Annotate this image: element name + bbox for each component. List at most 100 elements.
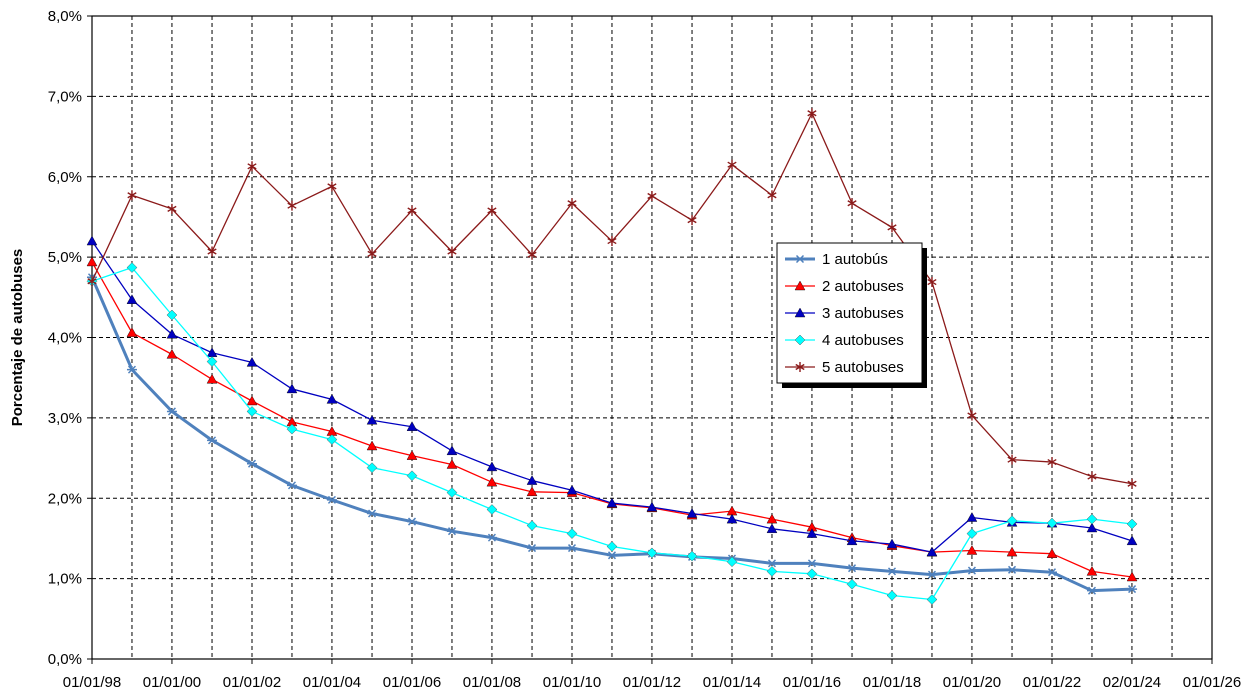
data-point — [246, 357, 258, 367]
data-point — [886, 590, 898, 601]
data-point — [846, 578, 858, 590]
data-point — [1126, 571, 1138, 582]
data-point — [1007, 565, 1018, 574]
data-point — [326, 393, 338, 404]
legend-item: 5 autobuses — [785, 359, 904, 376]
data-point — [1006, 546, 1018, 557]
data-point — [886, 538, 898, 549]
data-point — [926, 546, 938, 557]
data-point — [1086, 565, 1098, 576]
x-tick-label: 02/01/24 — [1103, 674, 1161, 691]
data-point — [606, 551, 617, 560]
data-point — [847, 564, 858, 573]
data-point — [366, 440, 378, 451]
data-point — [206, 347, 218, 357]
data-point — [846, 535, 858, 546]
data-point — [86, 235, 98, 246]
legend-marker — [794, 307, 806, 318]
data-point — [326, 495, 337, 504]
legend-item: 1 autobús — [785, 251, 888, 268]
data-point — [246, 395, 258, 406]
data-point — [247, 161, 257, 172]
legend-label: 1 autobús — [822, 251, 888, 268]
legend: 1 autobús 2 autobuses 3 autobuses 4 autobus… — [776, 242, 927, 388]
data-point — [1126, 518, 1138, 530]
data-point — [486, 533, 497, 542]
legend-marker — [794, 280, 806, 291]
data-point — [966, 528, 978, 539]
x-tick-label: 01/01/10 — [543, 674, 601, 691]
legend-label: 2 autobuses — [822, 278, 904, 295]
y-tick-label: 3,0% — [48, 410, 82, 427]
legend-item: 2 autobuses — [785, 278, 904, 295]
legend-marker — [795, 254, 805, 264]
data-point — [367, 248, 377, 259]
data-point — [446, 459, 458, 469]
data-point — [606, 541, 618, 552]
data-point — [326, 434, 338, 445]
data-point — [887, 567, 897, 576]
data-point — [286, 383, 298, 394]
data-point — [487, 205, 497, 216]
data-point — [406, 450, 418, 460]
data-point — [526, 475, 538, 485]
y-tick-label: 5,0% — [48, 249, 82, 266]
data-point — [927, 277, 937, 288]
data-point — [1046, 548, 1058, 558]
data-point — [647, 191, 657, 202]
data-point — [926, 570, 937, 579]
data-point — [206, 356, 218, 367]
data-point — [726, 513, 738, 524]
y-tick-label: 7,0% — [48, 88, 82, 105]
data-point — [526, 486, 538, 497]
data-point — [1046, 517, 1058, 529]
data-point — [646, 547, 658, 559]
y-tick-label: 0,0% — [48, 651, 82, 668]
data-point — [367, 509, 378, 518]
data-point — [766, 559, 777, 568]
x-tick-label: 01/01/18 — [863, 674, 921, 691]
data-point — [327, 181, 337, 192]
data-point — [1086, 522, 1098, 533]
legend-label: 3 autobuses — [822, 305, 904, 322]
data-point — [566, 528, 578, 539]
data-point — [606, 497, 618, 508]
data-point — [646, 501, 658, 512]
data-point — [126, 294, 138, 304]
data-point — [486, 504, 498, 515]
data-point — [486, 476, 498, 487]
data-point — [1047, 568, 1057, 577]
data-point — [766, 523, 778, 533]
data-point — [807, 108, 817, 119]
y-axis-label: Porcentaje de autobuses — [9, 249, 26, 427]
x-tick-label: 01/01/20 — [943, 674, 1001, 691]
data-point — [926, 594, 938, 605]
data-point — [207, 436, 218, 445]
data-point — [406, 421, 418, 431]
data-point — [486, 461, 498, 472]
data-point — [966, 512, 978, 522]
data-point — [166, 348, 178, 359]
data-point — [446, 445, 458, 456]
data-point — [966, 566, 977, 575]
legend-item: 3 autobuses — [785, 305, 904, 322]
y-tick-label: 4,0% — [48, 330, 82, 347]
data-point — [806, 559, 817, 568]
data-point — [166, 328, 178, 339]
x-tick-label: 01/01/22 — [1023, 674, 1081, 691]
x-tick-label: 01/01/06 — [383, 674, 441, 691]
data-point — [567, 544, 577, 553]
data-point — [166, 407, 177, 416]
data-point — [766, 513, 778, 524]
data-point — [887, 222, 897, 233]
data-point — [686, 508, 698, 518]
series-layer — [86, 108, 1138, 605]
y-axis-ticks: 0,0% 1,0% 2,0% 3,0% 4,0% 5,0% 6,0% 7,0% 8,0% — [48, 8, 92, 668]
grid-lines — [91, 15, 1213, 660]
data-point — [566, 484, 578, 495]
y-tick-label: 6,0% — [48, 169, 82, 186]
data-point — [1087, 471, 1097, 482]
data-point — [1047, 457, 1057, 468]
